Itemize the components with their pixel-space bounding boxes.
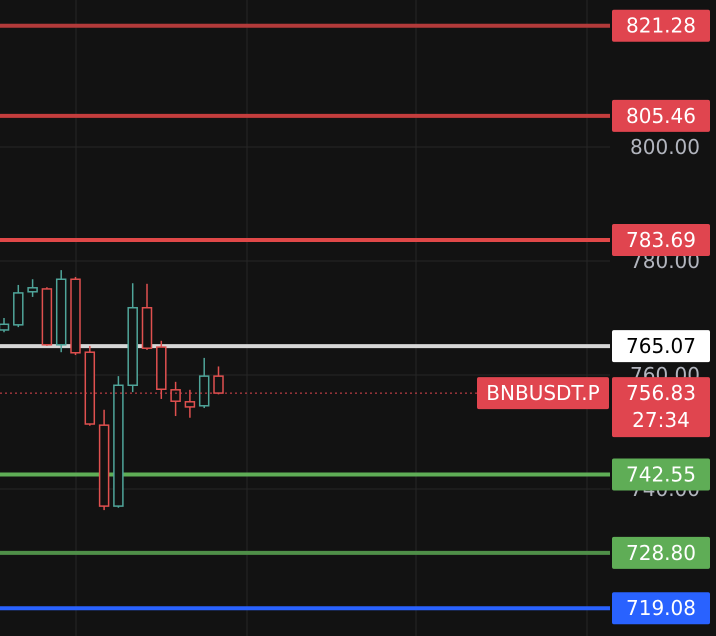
candle-body [0, 323, 10, 331]
level-label-box [612, 458, 710, 491]
level-label-box [612, 223, 710, 256]
symbol-label: BNBUSDT.P [486, 381, 599, 405]
level-label: 765.07 [626, 334, 696, 358]
level-label-box [612, 99, 710, 132]
candle-body [170, 389, 181, 402]
level-label: 783.69 [626, 228, 696, 252]
level-label-box [612, 9, 710, 42]
candle-body [98, 424, 110, 507]
candle-body [84, 351, 96, 425]
countdown-label: 27:34 [632, 408, 690, 432]
last-price-label: 756.83 [626, 381, 696, 405]
candle-body [198, 375, 210, 407]
candle-body [213, 375, 224, 394]
level-label-box [612, 592, 710, 625]
level-label: 719.08 [626, 596, 696, 620]
symbol-label-box [477, 377, 609, 410]
candle-body [13, 292, 24, 326]
level-label-box [612, 330, 710, 363]
candle-body [127, 306, 138, 387]
last-price-box [612, 377, 710, 438]
level-label: 821.28 [626, 14, 696, 38]
candle-body [27, 287, 38, 293]
candle-body [156, 346, 167, 390]
candle-body [41, 288, 53, 346]
level-label: 728.80 [626, 541, 696, 565]
y-tick-label: 800.00 [630, 135, 700, 159]
level-label-box [612, 536, 710, 569]
level-label: 742.55 [626, 462, 696, 486]
candle-body [70, 278, 81, 354]
candle-body [55, 278, 67, 346]
candle-body [113, 384, 124, 507]
candle-body [184, 401, 196, 408]
level-label: 805.46 [626, 104, 696, 128]
candle-body [141, 306, 153, 349]
